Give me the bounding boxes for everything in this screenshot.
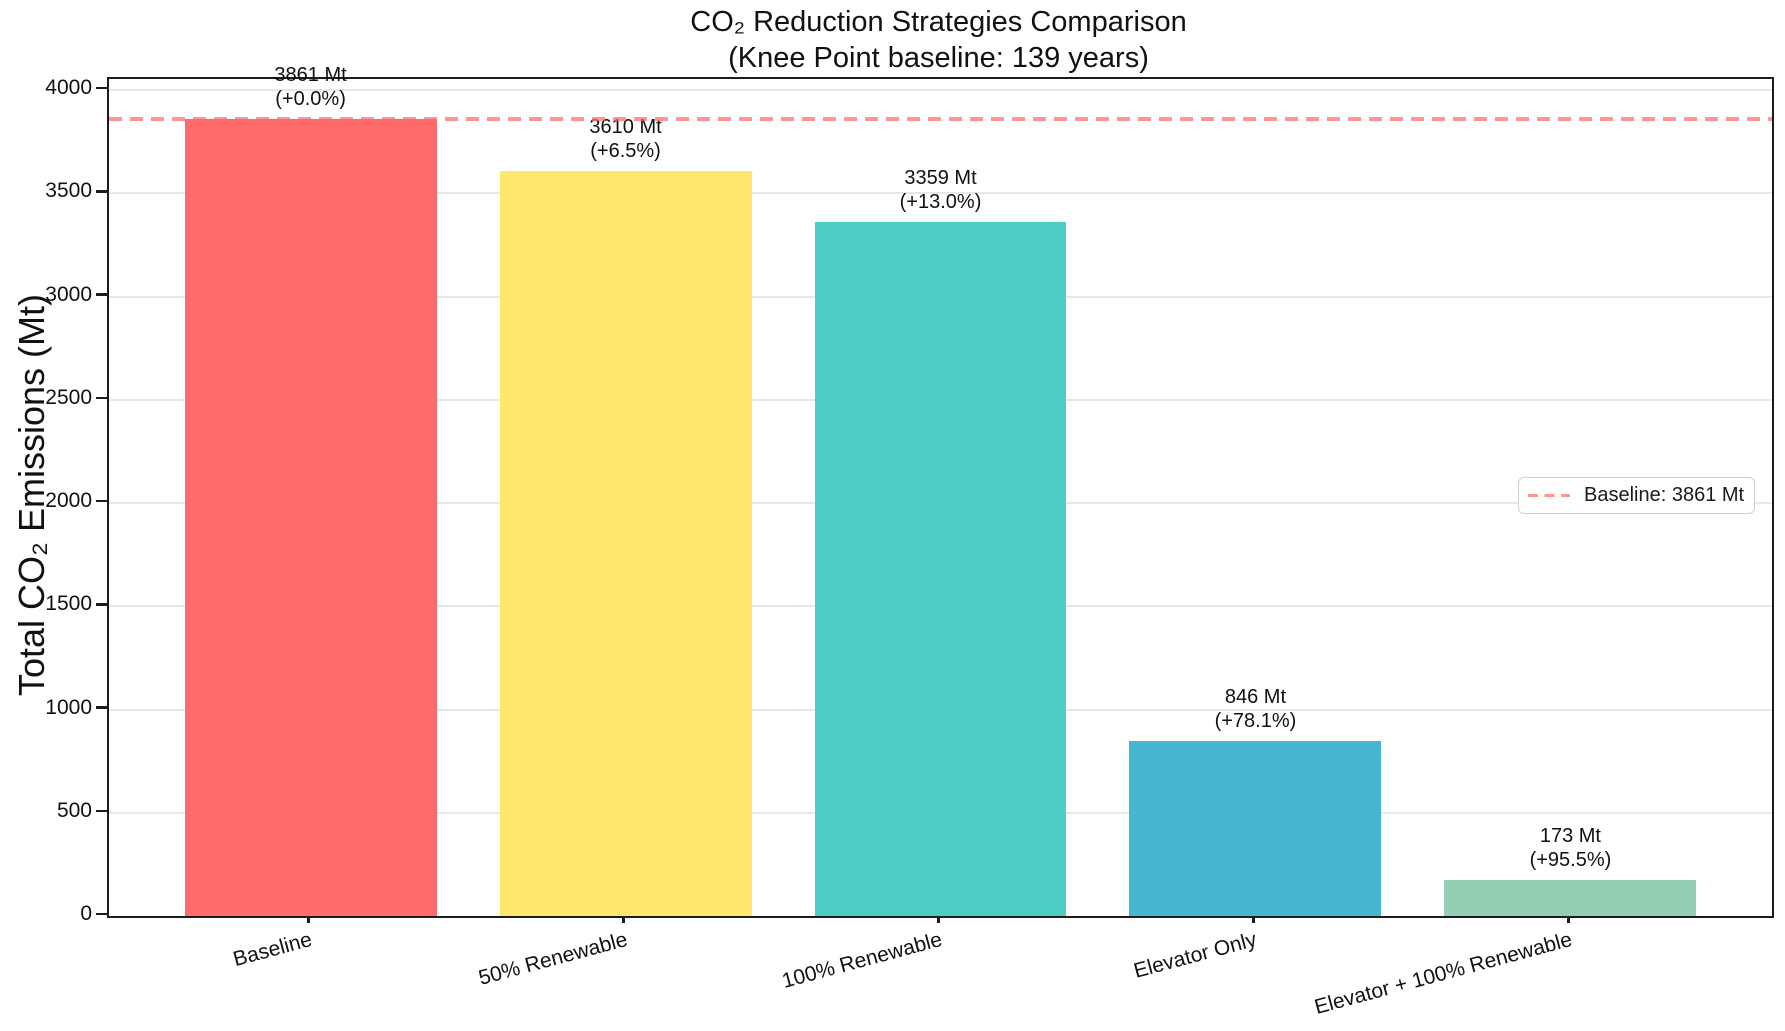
y-tick-label: 500 (56, 798, 92, 822)
y-tick-label: 2000 (45, 489, 92, 512)
bar-value-label: 3359 Mt (+13.0%) (899, 167, 982, 214)
y-tick-mark (96, 706, 107, 709)
legend-entry-label: Baseline: 3861 Mt (1584, 484, 1745, 506)
bar-50-renewable (499, 170, 752, 916)
x-tick-mark (307, 916, 310, 923)
legend-dashed-line-swatch (1528, 493, 1570, 498)
y-tick-mark (96, 190, 107, 193)
x-tick-mark (622, 916, 625, 923)
y-tick-mark (96, 293, 107, 296)
x-tick-mark (1567, 916, 1570, 923)
y-tick-label: 1500 (45, 592, 92, 616)
y-tick-mark (96, 809, 107, 812)
y-tick-label: 4000 (45, 76, 92, 99)
bar-value-label: 3861 Mt (+0.0%) (274, 63, 347, 110)
y-tick-mark (96, 603, 107, 606)
bar-100-renewable (814, 222, 1067, 916)
x-tick-label-3: 100% Renewable (779, 928, 945, 993)
bar-elevator-only (1129, 741, 1382, 916)
y-tick-label: 0 (80, 902, 92, 925)
y-tick-label: 3500 (45, 179, 92, 203)
baseline-dashed-line (109, 116, 1772, 121)
x-tick-label-5: Elevator + 100% Renewable (1311, 928, 1575, 1019)
plot-area: 3861 Mt (+0.0%) 3610 Mt (+6.5%) 3359 Mt (+13.… (107, 64, 1774, 918)
gridline (109, 192, 1772, 195)
bar-baseline (184, 118, 437, 916)
bar-elevator-100-renewable (1444, 880, 1697, 916)
bar-value-label: 3610 Mt (+6.5%) (589, 115, 662, 162)
x-tick-label-4: Elevator Only (1131, 928, 1260, 983)
y-tick-label: 2500 (45, 385, 92, 409)
chart-subtitle: (Knee Point baseline: 139 years) (728, 42, 1149, 74)
bar-value-label: 846 Mt (+78.1%) (1214, 686, 1297, 733)
chart-title: CO₂ Reduction Strategies Comparison (690, 6, 1187, 38)
bar-value-label: 173 Mt (+95.5%) (1529, 825, 1612, 872)
gridline (109, 89, 1772, 91)
y-tick-mark (96, 86, 107, 90)
y-tick-label: 1000 (45, 695, 92, 719)
x-tick-label-2: 50% Renewable (475, 928, 630, 990)
y-tick-label: 3000 (45, 282, 92, 306)
legend: Baseline: 3861 Mt (1518, 477, 1756, 514)
y-tick-mark (96, 912, 107, 916)
x-tick-mark (937, 916, 940, 923)
y-tick-mark (96, 396, 107, 399)
x-tick-mark (1252, 916, 1255, 923)
x-tick-label-1: Baseline (230, 928, 315, 972)
chart-title-block: CO₂ Reduction Strategies Comparison (Kne… (107, 4, 1770, 76)
y-tick-mark (96, 499, 107, 503)
